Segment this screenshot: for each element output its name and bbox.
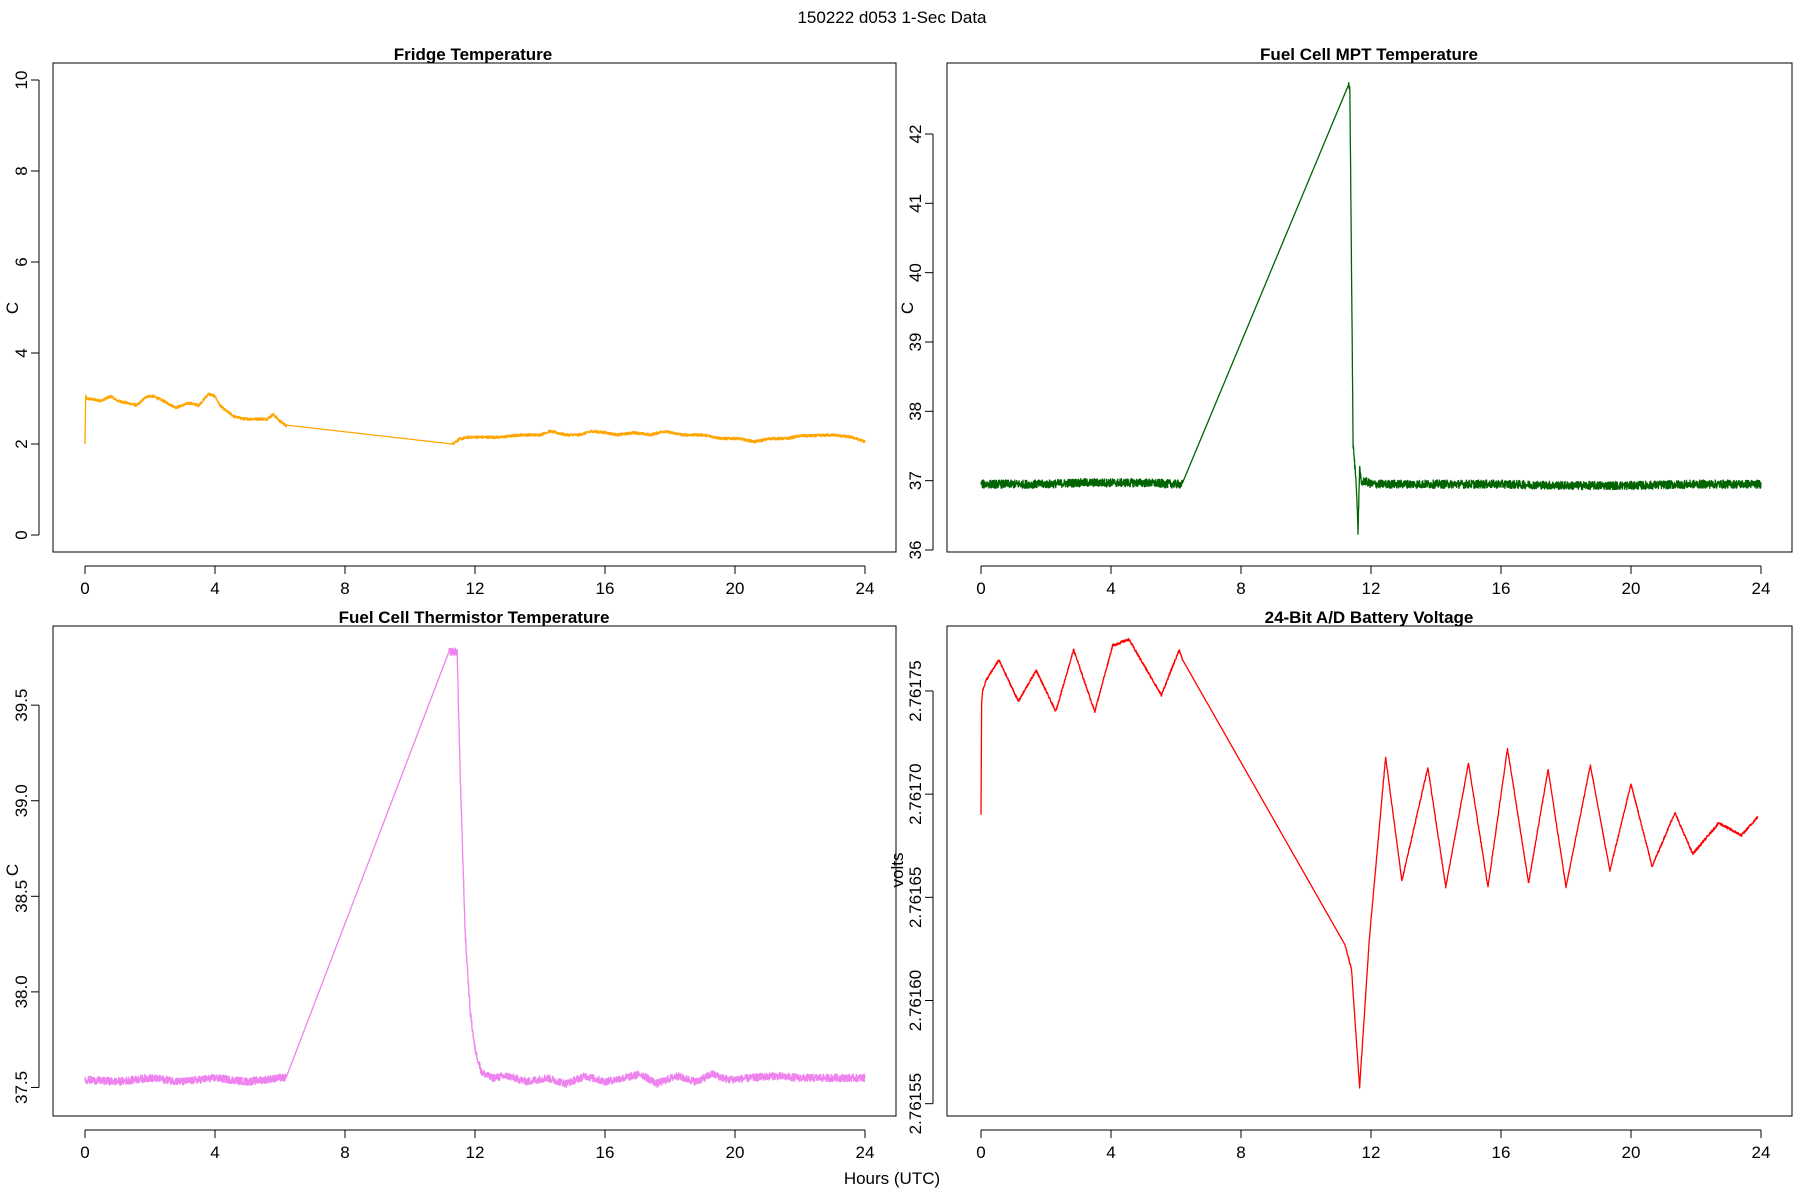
y-tick-label: 2.76160 — [906, 970, 925, 1031]
y-tick-label: 2.76155 — [906, 1073, 925, 1134]
x-tick-label: 20 — [1622, 1143, 1641, 1162]
y-tick-label: 10 — [12, 71, 31, 90]
x-tick-label: 0 — [80, 579, 89, 598]
y-tick-label: 4 — [12, 348, 31, 357]
x-tick-label: 16 — [596, 579, 615, 598]
x-tick-label: 12 — [466, 1143, 485, 1162]
y-axis: 37.5 38.0 38.5 39.0 39.5 — [12, 689, 40, 1104]
x-tick-label: 8 — [340, 579, 349, 598]
x-axis-label: Hours (UTC) — [844, 1169, 940, 1188]
x-tick-label: 24 — [1752, 579, 1771, 598]
x-tick-label: 24 — [856, 579, 875, 598]
y-tick-label: 36 — [906, 541, 925, 560]
x-tick-label: 20 — [726, 579, 745, 598]
y-tick-label: 2 — [12, 439, 31, 448]
x-tick-label: 0 — [80, 1143, 89, 1162]
y-axis: 0 2 4 6 8 10 — [12, 71, 40, 540]
x-tick-label: 4 — [210, 1143, 219, 1162]
plot-frame — [946, 62, 1793, 553]
y-tick-label: 38 — [906, 402, 925, 421]
series-path — [84, 647, 866, 1088]
y-tick-label: 40 — [906, 263, 925, 282]
x-tick-label: 4 — [1106, 1143, 1115, 1162]
x-tick-label: 4 — [210, 579, 219, 598]
y-axis-label: C — [3, 864, 22, 876]
x-axis: 0 4 8 12 16 20 24 — [80, 565, 875, 598]
y-tick-label: 41 — [906, 194, 925, 213]
series-path — [84, 392, 866, 446]
y-axis: 2.76155 2.76160 2.76165 2.76170 2.76175 — [906, 660, 934, 1134]
y-tick-label: 8 — [12, 166, 31, 175]
x-tick-label: 20 — [726, 1143, 745, 1162]
x-tick-label: 24 — [856, 1143, 875, 1162]
x-axis: 0 4 8 12 16 20 24 — [80, 1129, 875, 1162]
y-tick-label: 2.76170 — [906, 763, 925, 824]
y-tick-label: 38.0 — [12, 975, 31, 1008]
x-tick-label: 8 — [1236, 579, 1245, 598]
series-path — [980, 637, 1759, 1089]
series-line — [84, 392, 866, 446]
figure-title: 150222 d053 1-Sec Data — [797, 8, 987, 27]
panel-title: Fuel Cell Thermistor Temperature — [339, 608, 610, 627]
y-tick-label: 38.5 — [12, 880, 31, 913]
panel-mpt-temperature: Fuel Cell MPT Temperature C 0 4 8 12 16 20 24 … — [898, 45, 1793, 598]
y-axis-label: C — [3, 302, 22, 314]
plot-frame — [946, 625, 1793, 1117]
x-tick-label: 4 — [1106, 579, 1115, 598]
series-line — [84, 647, 866, 1088]
x-tick-label: 0 — [976, 1143, 985, 1162]
y-tick-label: 37 — [906, 471, 925, 490]
x-tick-label: 16 — [1492, 1143, 1511, 1162]
x-tick-label: 8 — [1236, 1143, 1245, 1162]
x-tick-label: 12 — [466, 579, 485, 598]
x-tick-label: 12 — [1362, 1143, 1381, 1162]
x-tick-label: 8 — [340, 1143, 349, 1162]
panel-title: Fridge Temperature — [394, 45, 552, 64]
plot-frame — [52, 62, 897, 553]
y-tick-label: 2.76175 — [906, 660, 925, 721]
x-tick-label: 16 — [596, 1143, 615, 1162]
y-tick-label: 37.5 — [12, 1071, 31, 1104]
x-tick-label: 16 — [1492, 579, 1511, 598]
x-axis: 0 4 8 12 16 20 24 — [976, 565, 1771, 598]
y-tick-label: 39.5 — [12, 689, 31, 722]
series-line — [980, 637, 1759, 1089]
y-axis-label: volts — [888, 853, 907, 888]
x-tick-label: 20 — [1622, 579, 1641, 598]
panel-thermistor-temperature: Fuel Cell Thermistor Temperature C 0 4 8 12… — [3, 608, 897, 1162]
y-tick-label: 0 — [12, 530, 31, 539]
panel-title: Fuel Cell MPT Temperature — [1260, 45, 1478, 64]
y-axis-label: C — [898, 302, 917, 314]
x-tick-label: 24 — [1752, 1143, 1771, 1162]
y-tick-label: 2.76165 — [906, 867, 925, 928]
x-tick-label: 12 — [1362, 579, 1381, 598]
y-tick-label: 42 — [906, 125, 925, 144]
y-axis: 36 37 38 39 40 41 42 — [906, 125, 934, 560]
series-line — [980, 82, 1762, 535]
x-tick-label: 0 — [976, 579, 985, 598]
plot-frame — [52, 625, 897, 1117]
panel-title: 24-Bit A/D Battery Voltage — [1265, 608, 1474, 627]
y-tick-label: 39 — [906, 333, 925, 352]
y-tick-label: 39.0 — [12, 784, 31, 817]
x-axis: 0 4 8 12 16 20 24 — [976, 1129, 1771, 1162]
y-tick-label: 6 — [12, 257, 31, 266]
panel-battery-voltage: 24-Bit A/D Battery Voltage volts 0 4 8 12 16… — [888, 608, 1793, 1162]
series-path — [980, 82, 1762, 535]
